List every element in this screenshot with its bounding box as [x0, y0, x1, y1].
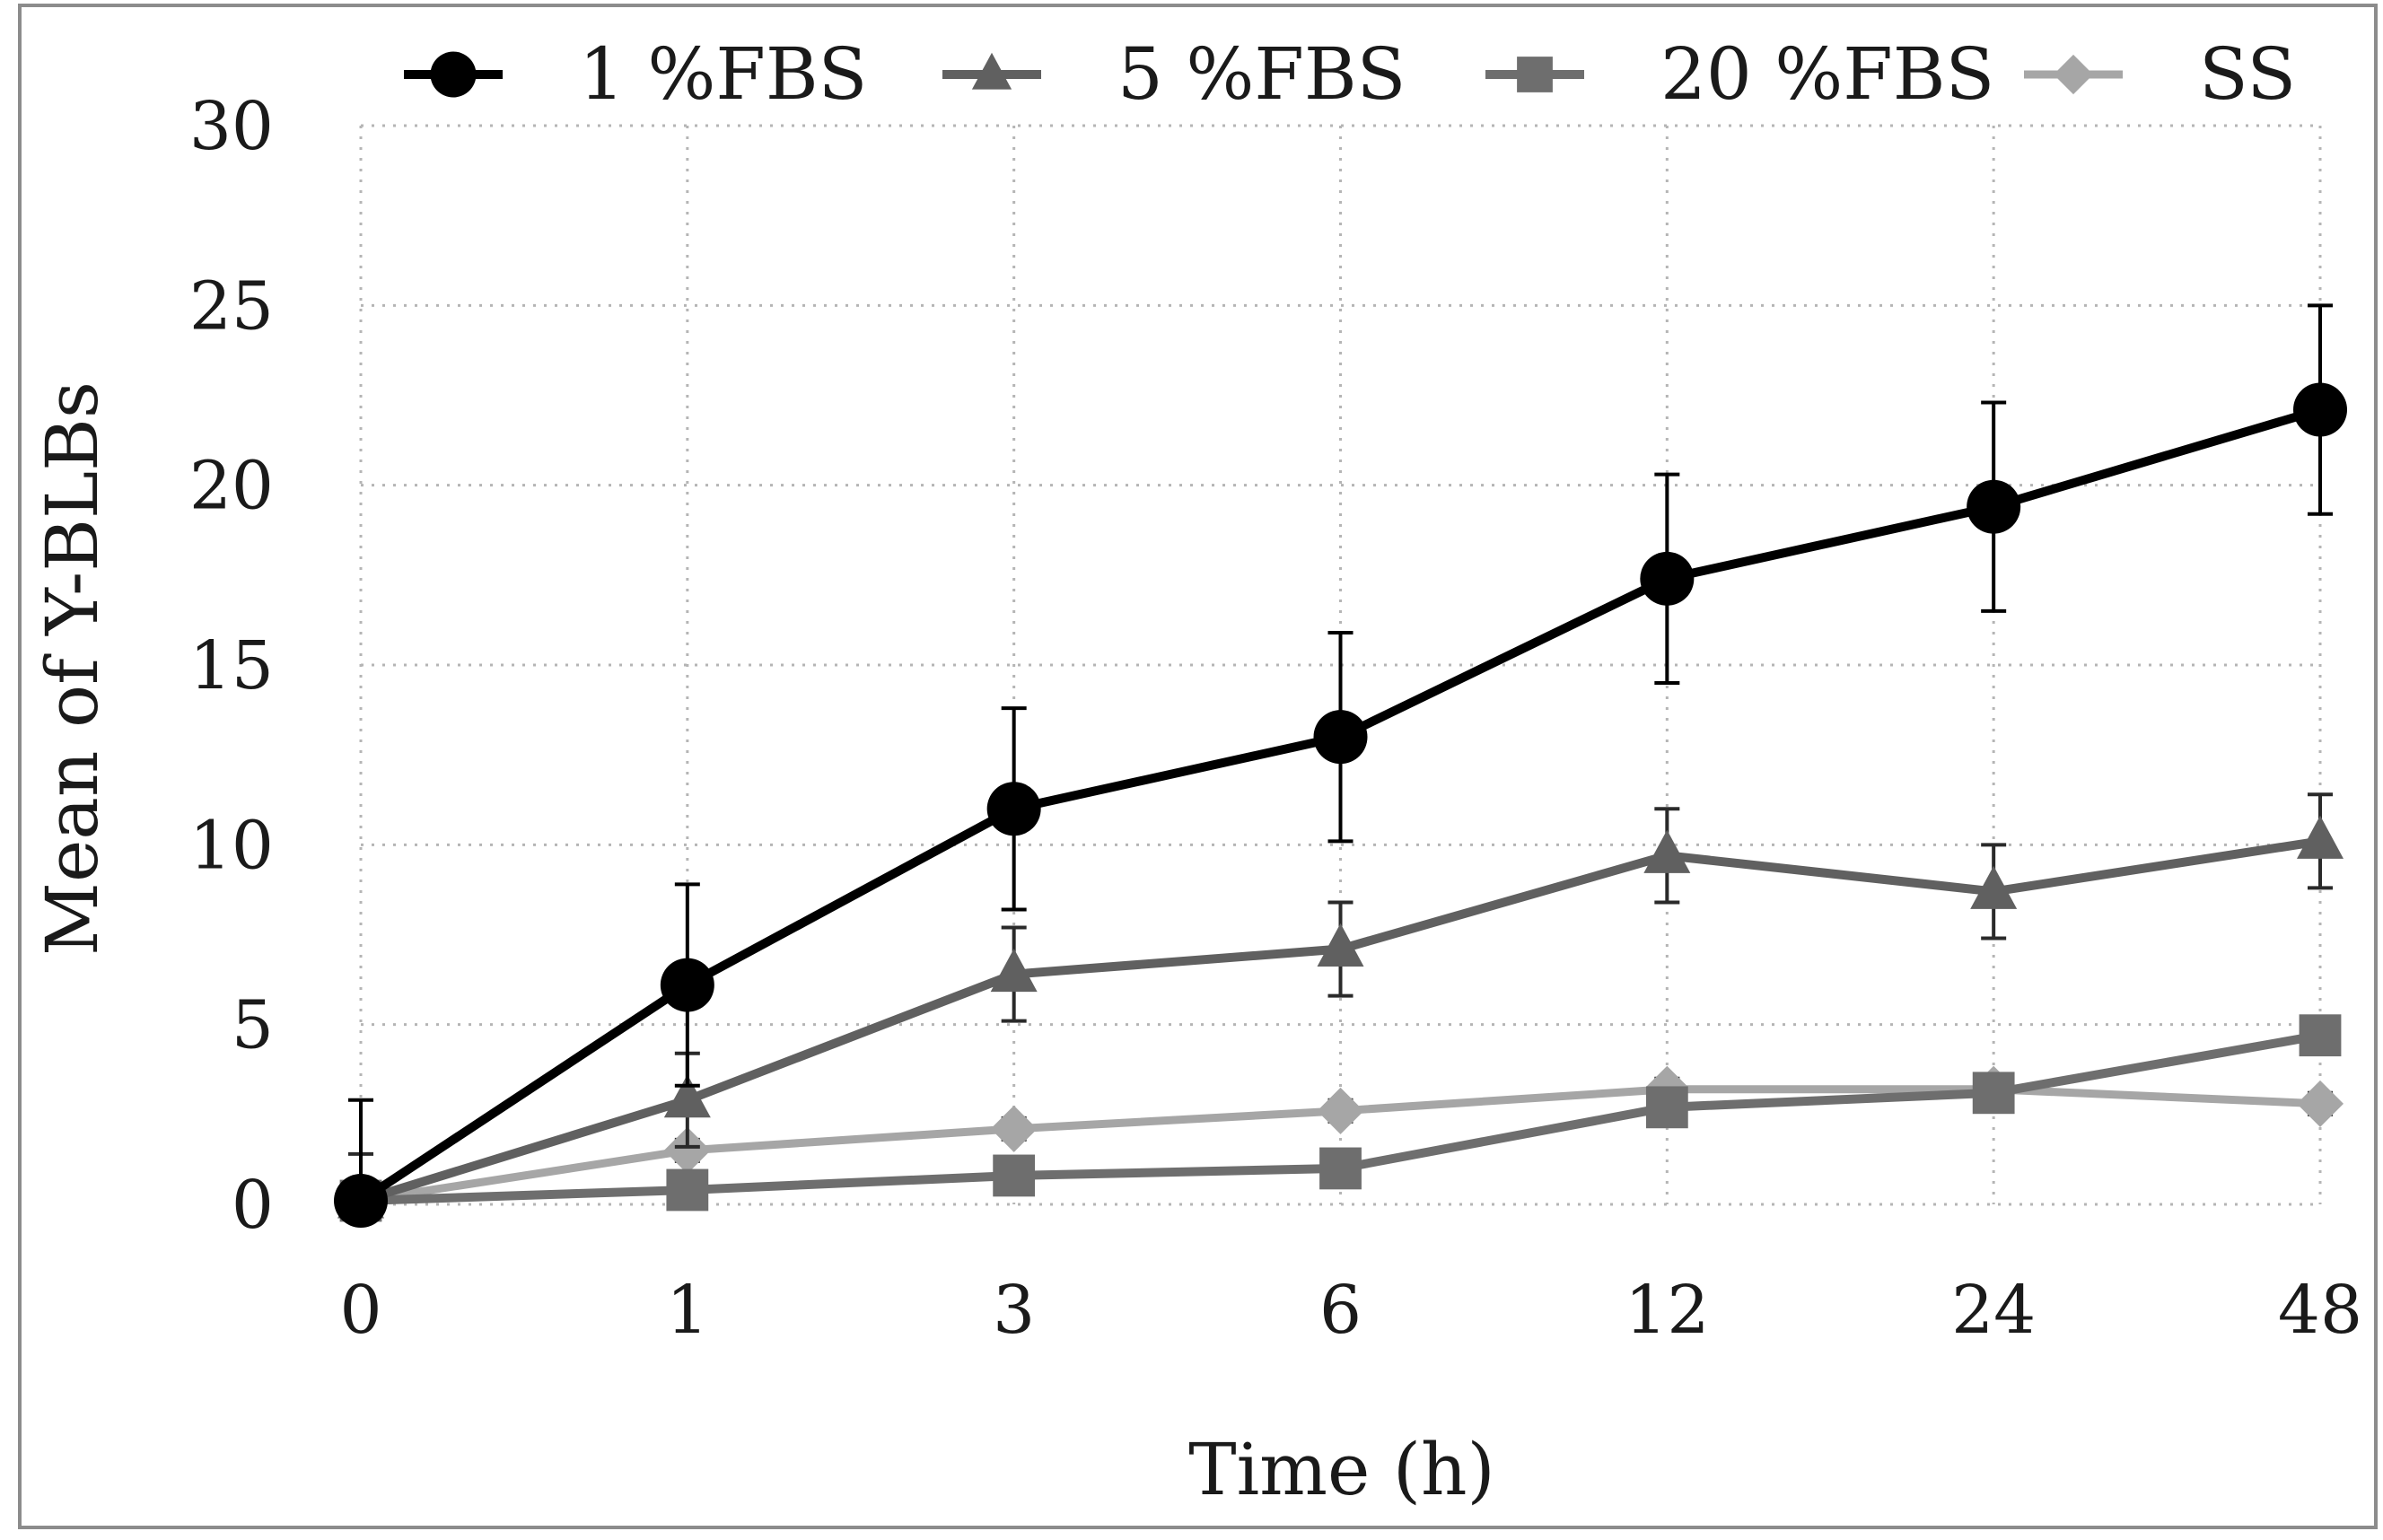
- data-point: [1317, 1087, 1364, 1134]
- data-point: [663, 1074, 711, 1118]
- y-tick-label: 30: [189, 88, 274, 165]
- series-0: [334, 303, 2347, 1228]
- data-point: [1645, 1086, 1688, 1129]
- data-point: [1313, 710, 1368, 765]
- data-point: [2297, 815, 2344, 859]
- legend-item: 1 %FBS: [404, 32, 867, 116]
- y-tick-label: 25: [189, 267, 274, 345]
- legend-marker: [971, 52, 1012, 90]
- data-point: [660, 958, 714, 1012]
- data-point: [1967, 479, 2021, 534]
- data-point: [1640, 551, 1695, 606]
- data-point: [1972, 1072, 2015, 1115]
- data-point: [2297, 1080, 2344, 1127]
- data-point: [1970, 865, 2018, 909]
- legend-label: 1 %FBS: [579, 32, 867, 116]
- data-point: [990, 1105, 1038, 1152]
- x-tick-label: 1: [666, 1272, 708, 1349]
- data-point: [986, 782, 1041, 836]
- x-tick-label: 0: [339, 1272, 381, 1349]
- data-point: [990, 948, 1038, 993]
- y-tick-label: 20: [189, 448, 274, 525]
- legend-marker: [2053, 54, 2094, 95]
- data-point: [993, 1154, 1036, 1197]
- legend-item: SS: [2024, 32, 2296, 116]
- x-tick-label: 3: [993, 1272, 1035, 1349]
- data-point: [2293, 382, 2347, 437]
- legend-label: 5 %FBS: [1117, 32, 1406, 116]
- y-axis-title: Mean of Y-BLBs: [31, 381, 114, 956]
- x-axis-title: Time (h): [1188, 1428, 1495, 1511]
- y-tick-label: 0: [232, 1167, 274, 1244]
- legend: 1 %FBS 5 %FBS 20 %FBS SS: [404, 32, 2296, 116]
- x-tick-label: 12: [1625, 1272, 1709, 1349]
- legend-label: 20 %FBS: [1660, 32, 1994, 116]
- x-tick-label: 48: [2278, 1272, 2362, 1349]
- data-point: [663, 1126, 711, 1174]
- y-tick-label: 15: [189, 627, 274, 704]
- legend-item: 20 %FBS: [1485, 32, 1994, 116]
- x-tick-label: 24: [1951, 1272, 2036, 1349]
- data-point: [1319, 1147, 1362, 1190]
- y-tick-label: 5: [232, 987, 274, 1064]
- series-group: [334, 303, 2347, 1228]
- data-point: [1317, 923, 1364, 967]
- data-point: [666, 1168, 709, 1212]
- y-tick-label: 10: [189, 807, 274, 884]
- legend-item: 5 %FBS: [942, 32, 1406, 116]
- data-point: [2299, 1014, 2342, 1057]
- series-2: [339, 1014, 2342, 1222]
- x-tick-label: 6: [1319, 1272, 1362, 1349]
- axes: 0 5 10 15 20 25 30 0 1 3 6 12 24 48: [189, 88, 2362, 1349]
- data-point: [334, 1173, 388, 1228]
- legend-label: SS: [2199, 32, 2296, 116]
- legend-marker: [1517, 57, 1553, 92]
- legend-marker: [430, 51, 477, 98]
- data-point: [1643, 829, 1691, 873]
